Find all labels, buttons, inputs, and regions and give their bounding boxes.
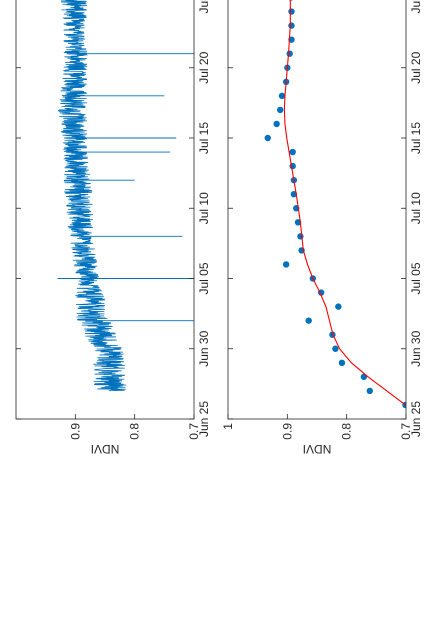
top-x-tick-label: Jul 20 xyxy=(197,51,211,83)
rotated-figure: Jun 25 Jun 30 Jul 05 Jul 10 Jul 15 Jul 20 Jul … xyxy=(15,0,423,456)
top-y-tick-label: 0.9 xyxy=(68,423,82,440)
bottom-y-tick-label: 1 xyxy=(221,423,235,430)
top-x-tick-label: Jul 10 xyxy=(197,192,211,224)
mean-daily-ndvi-point xyxy=(338,359,346,366)
bottom-x-tick-label: Jul 25 xyxy=(409,0,423,14)
bottom-panel: Jun 25 Jun 30 Jul 05 Jul 10 Jul 15 Jul 20 Jul … xyxy=(221,0,423,456)
bottom-x-tick-label: Jul 15 xyxy=(409,122,423,154)
top-plot-area xyxy=(57,0,194,392)
bottom-x-tick-label: Jun 25 xyxy=(409,401,423,437)
mean-daily-ndvi-point xyxy=(289,162,296,170)
top-x-tick-label: Jul 25 xyxy=(197,0,211,14)
top-y-axis-label: NDVI xyxy=(91,442,120,456)
mean-daily-ndvi-point xyxy=(286,50,293,57)
mean-daily-ndvi-point xyxy=(288,8,295,15)
top-x-tick-label: Jun 25 xyxy=(197,401,211,437)
top-x-tick-label: Jun 30 xyxy=(197,330,211,366)
bottom-x-tick-label: Jul 05 xyxy=(409,262,423,294)
top-y-tick-label: 0.7 xyxy=(187,423,201,440)
mean-daily-ndvi-point xyxy=(305,317,312,324)
bottom-x-tick-label: Jun 30 xyxy=(409,330,423,366)
bottom-plot-area xyxy=(264,0,406,409)
top-x-tick-label: Jul 05 xyxy=(197,262,211,294)
bottom-y-tick-label: 0.8 xyxy=(340,423,354,440)
top-y-tick-label: 0.8 xyxy=(128,423,142,440)
mean-daily-ndvi-point xyxy=(282,261,290,268)
bottom-x-tick-label: Jul 10 xyxy=(409,192,423,224)
mean-daily-ndvi-point xyxy=(332,345,339,352)
bottom-y-tick-label: 0.9 xyxy=(280,423,294,440)
bottom-x-tick-label: Jul 20 xyxy=(409,51,423,83)
smoothed-ndvi-line xyxy=(283,0,406,406)
bottom-y-tick-label: 0.7 xyxy=(399,423,413,440)
mean-daily-ndvi-point xyxy=(288,22,295,29)
mean-daily-ndvi-point xyxy=(289,148,296,156)
top-panel: Jun 25 Jun 30 Jul 05 Jul 10 Jul 15 Jul 20 Jul … xyxy=(15,0,211,456)
mean-daily-ndvi-point xyxy=(273,120,280,128)
mean-daily-ndvi-point xyxy=(278,92,286,100)
mean-daily-ndvi-point xyxy=(277,106,284,114)
mean-daily-ndvi-point xyxy=(335,303,342,310)
mean-daily-ndvi-point xyxy=(366,387,374,395)
mean-daily-ndvi-point xyxy=(264,134,271,142)
bottom-y-axis-label: NDVI xyxy=(303,442,332,456)
top-x-tick-label: Jul 15 xyxy=(197,122,211,154)
